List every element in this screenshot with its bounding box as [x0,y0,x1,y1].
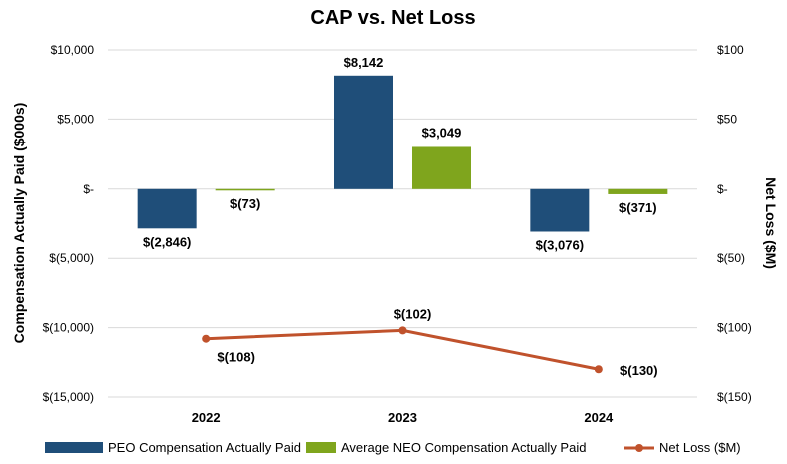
category-label: 2024 [584,410,614,425]
chart-title: CAP vs. Net Loss [310,7,475,29]
legend: PEO Compensation Actually Paid Average NE… [45,440,741,455]
legend-label-neo: Average NEO Compensation Actually Paid [341,440,586,455]
net-loss-point-2024 [594,365,603,374]
legend-marker-net-loss [635,444,643,452]
legend-swatch-neo [306,442,336,453]
right-axis-title: Net Loss ($M) [763,177,779,269]
net-loss-point-2022 [202,334,211,343]
bar-data-label: $(3,076) [536,237,584,252]
right-tick-label: $50 [717,112,737,126]
legend-label-peo: PEO Compensation Actually Paid [108,440,301,455]
net-loss-data-label: $(102) [394,306,432,321]
left-axis-title: Compensation Actually Paid ($000s) [11,103,27,344]
bar-peo-2024 [530,188,590,232]
left-tick-label: $(5,000) [49,251,94,265]
right-tick-label: $100 [717,43,744,57]
bar-data-label: $(73) [230,196,260,211]
category-label: 2023 [388,410,417,425]
bar-neo-2023 [412,146,471,189]
bar-data-label: $(2,846) [143,234,191,249]
bar-peo-2023 [334,75,393,189]
right-tick-label: $- [717,182,728,196]
category-label: 2022 [192,410,221,425]
right-tick-label: $(50) [717,251,745,265]
bar-data-label: $3,049 [422,125,462,140]
bar-neo-2022 [215,188,275,191]
left-tick-label: $(10,000) [43,321,94,335]
left-tick-label: $- [83,182,94,196]
legend-swatch-peo [45,442,103,453]
left-tick-label: $5,000 [57,112,94,126]
net-loss-data-label: $(130) [620,363,658,378]
bar-data-label: $(371) [619,200,657,215]
net-loss-line [206,328,600,371]
left-tick-label: $10,000 [51,43,95,57]
bar-peo-2022 [137,188,197,229]
right-tick-label: $(100) [717,321,752,335]
net-loss-data-label: $(108) [217,350,255,365]
bar-data-label: $8,142 [344,55,384,70]
bar-neo-2024 [608,188,668,194]
right-tick-label: $(150) [717,390,752,404]
net-loss-point-2023 [398,326,407,335]
left-tick-label: $(15,000) [43,390,94,404]
legend-label-net-loss: Net Loss ($M) [659,440,741,455]
